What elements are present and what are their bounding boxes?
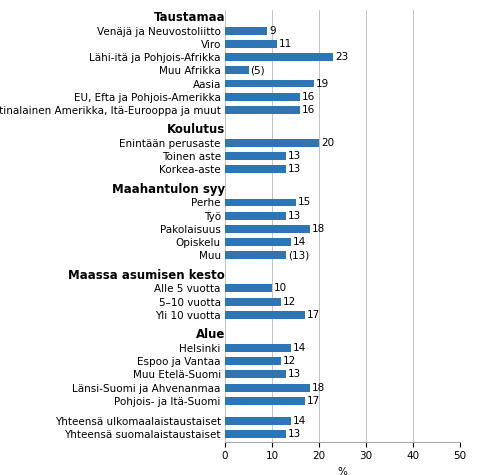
Text: Maassa asumisen kesto: Maassa asumisen kesto <box>68 269 225 282</box>
Text: 18: 18 <box>312 382 324 392</box>
Text: 16: 16 <box>302 105 316 115</box>
Bar <box>225 298 281 305</box>
Text: Taustamaa: Taustamaa <box>154 11 225 24</box>
Bar <box>225 238 291 246</box>
Text: 14: 14 <box>292 237 306 247</box>
Text: 13: 13 <box>288 164 301 174</box>
Bar <box>225 53 333 61</box>
Text: 17: 17 <box>307 396 320 406</box>
Bar <box>225 165 286 173</box>
Text: 12: 12 <box>284 296 296 307</box>
Text: 16: 16 <box>302 92 316 102</box>
Bar <box>225 79 314 87</box>
Text: 17: 17 <box>307 310 320 320</box>
Text: Koulutus: Koulutus <box>167 124 225 136</box>
Bar <box>225 344 291 352</box>
Bar <box>225 251 286 259</box>
Text: 14: 14 <box>292 416 306 426</box>
Text: Alue: Alue <box>196 328 225 341</box>
Bar <box>225 430 286 438</box>
Text: 10: 10 <box>274 284 287 294</box>
Text: 11: 11 <box>278 39 292 49</box>
Bar <box>225 225 310 233</box>
Bar <box>225 311 305 319</box>
Bar <box>225 152 286 160</box>
Text: 13: 13 <box>288 370 301 380</box>
Bar <box>225 40 276 48</box>
Text: 20: 20 <box>321 138 334 148</box>
Text: 13: 13 <box>288 429 301 439</box>
Bar <box>225 212 286 219</box>
Bar <box>225 357 281 365</box>
Bar <box>225 93 300 101</box>
Text: 18: 18 <box>312 224 324 234</box>
Text: 13: 13 <box>288 211 301 221</box>
Text: (13): (13) <box>288 250 309 260</box>
Bar <box>225 106 300 114</box>
Bar <box>225 199 296 207</box>
Text: 19: 19 <box>316 78 330 88</box>
Bar <box>225 397 305 405</box>
Bar <box>225 384 310 391</box>
Text: 15: 15 <box>298 198 310 208</box>
Bar <box>225 285 272 293</box>
Text: (5): (5) <box>250 65 265 76</box>
Text: 12: 12 <box>284 356 296 366</box>
Text: 23: 23 <box>335 52 348 62</box>
Bar <box>225 139 319 147</box>
Bar <box>225 66 248 74</box>
Text: 14: 14 <box>292 343 306 353</box>
Text: 13: 13 <box>288 151 301 161</box>
Bar <box>225 417 291 425</box>
Bar <box>225 370 286 378</box>
X-axis label: %: % <box>338 467 347 475</box>
Bar <box>225 27 268 35</box>
Text: Maahantulon syy: Maahantulon syy <box>112 183 225 196</box>
Text: 9: 9 <box>269 26 276 36</box>
